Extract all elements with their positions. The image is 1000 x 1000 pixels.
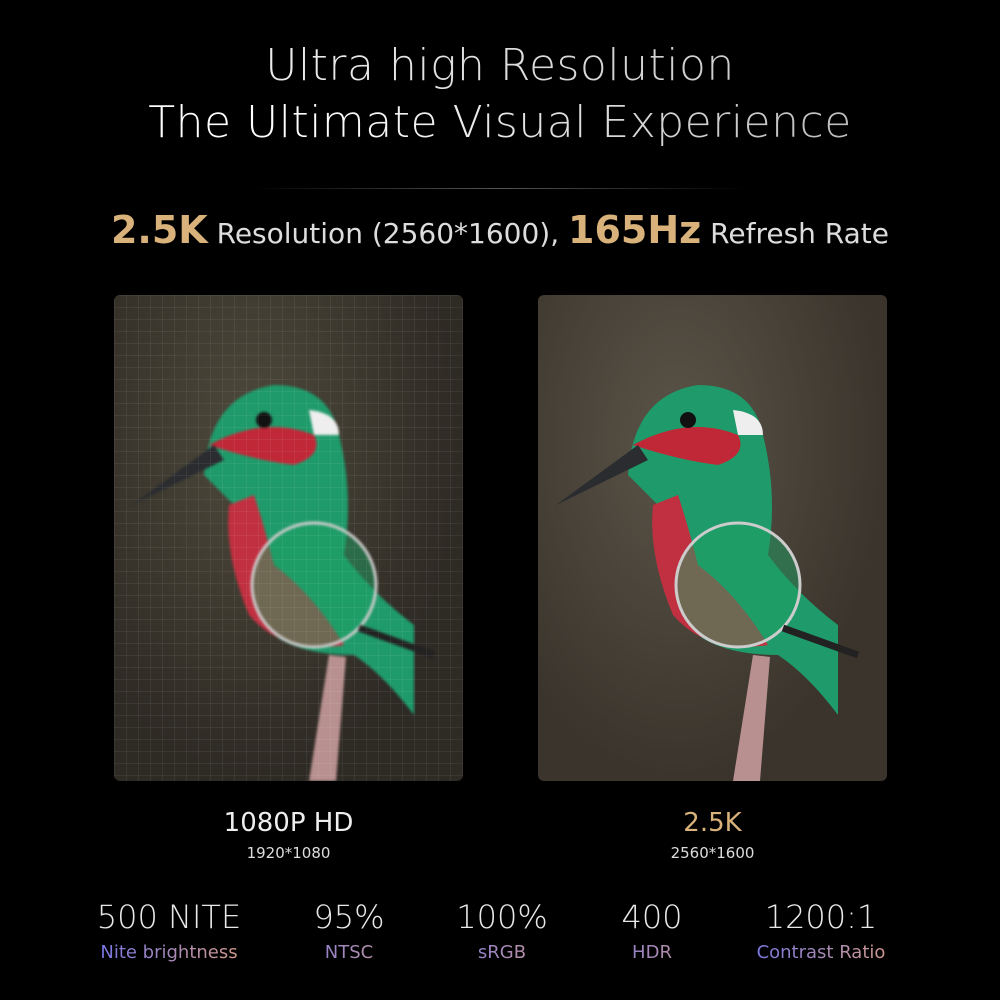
divider [250, 188, 750, 189]
stat-brightness: 500 NITE Nite brightness [79, 898, 259, 963]
caption-resolution: 2560*1600 [670, 844, 755, 862]
caption-1080p: 1080P HD 1920*1080 [114, 808, 463, 862]
kingfisher-bird-image [556, 385, 860, 781]
kingfisher-bird-image [132, 385, 436, 781]
stat-srgb: 100% sRGB [412, 898, 592, 963]
stat-label: HDR [562, 942, 742, 963]
pixel-grid-overlay [114, 295, 463, 781]
stat-value: 500 NITE [96, 898, 242, 936]
stat-label: sRGB [412, 942, 592, 963]
stat-contrast: 1200:1 Contrast Ratio [731, 898, 911, 963]
refresh-text: Refresh Rate [701, 217, 890, 250]
resolution-highlight: 2.5K [110, 208, 208, 252]
caption-title: 1080P HD [223, 808, 354, 838]
stat-value: 100% [456, 898, 548, 936]
spec-subtitle: 2.5K Resolution (2560*1600), 165Hz Refre… [0, 208, 1000, 252]
stat-label: NTSC [259, 942, 439, 963]
refresh-highlight: 165Hz [568, 208, 702, 252]
headline-line1: Ultra high Resolution [0, 40, 1000, 91]
caption-title: 2.5K [683, 808, 742, 838]
resolution-text: Resolution (2560*1600), [207, 217, 569, 250]
stat-value: 400 [621, 898, 683, 936]
stat-value: 95% [313, 898, 385, 936]
headline-line2: The Ultimate Visual Experience [0, 97, 1000, 148]
stat-value: 1200:1 [764, 898, 878, 936]
caption-resolution: 1920*1080 [246, 844, 331, 862]
stat-label: Nite brightness [79, 942, 259, 963]
stat-ntsc: 95% NTSC [259, 898, 439, 963]
panel-2-5k-image [538, 295, 887, 781]
caption-2-5k: 2.5K 2560*1600 [538, 808, 887, 862]
panel-1080p-image [114, 295, 463, 781]
stat-label: Contrast Ratio [731, 942, 911, 963]
stat-hdr: 400 HDR [562, 898, 742, 963]
